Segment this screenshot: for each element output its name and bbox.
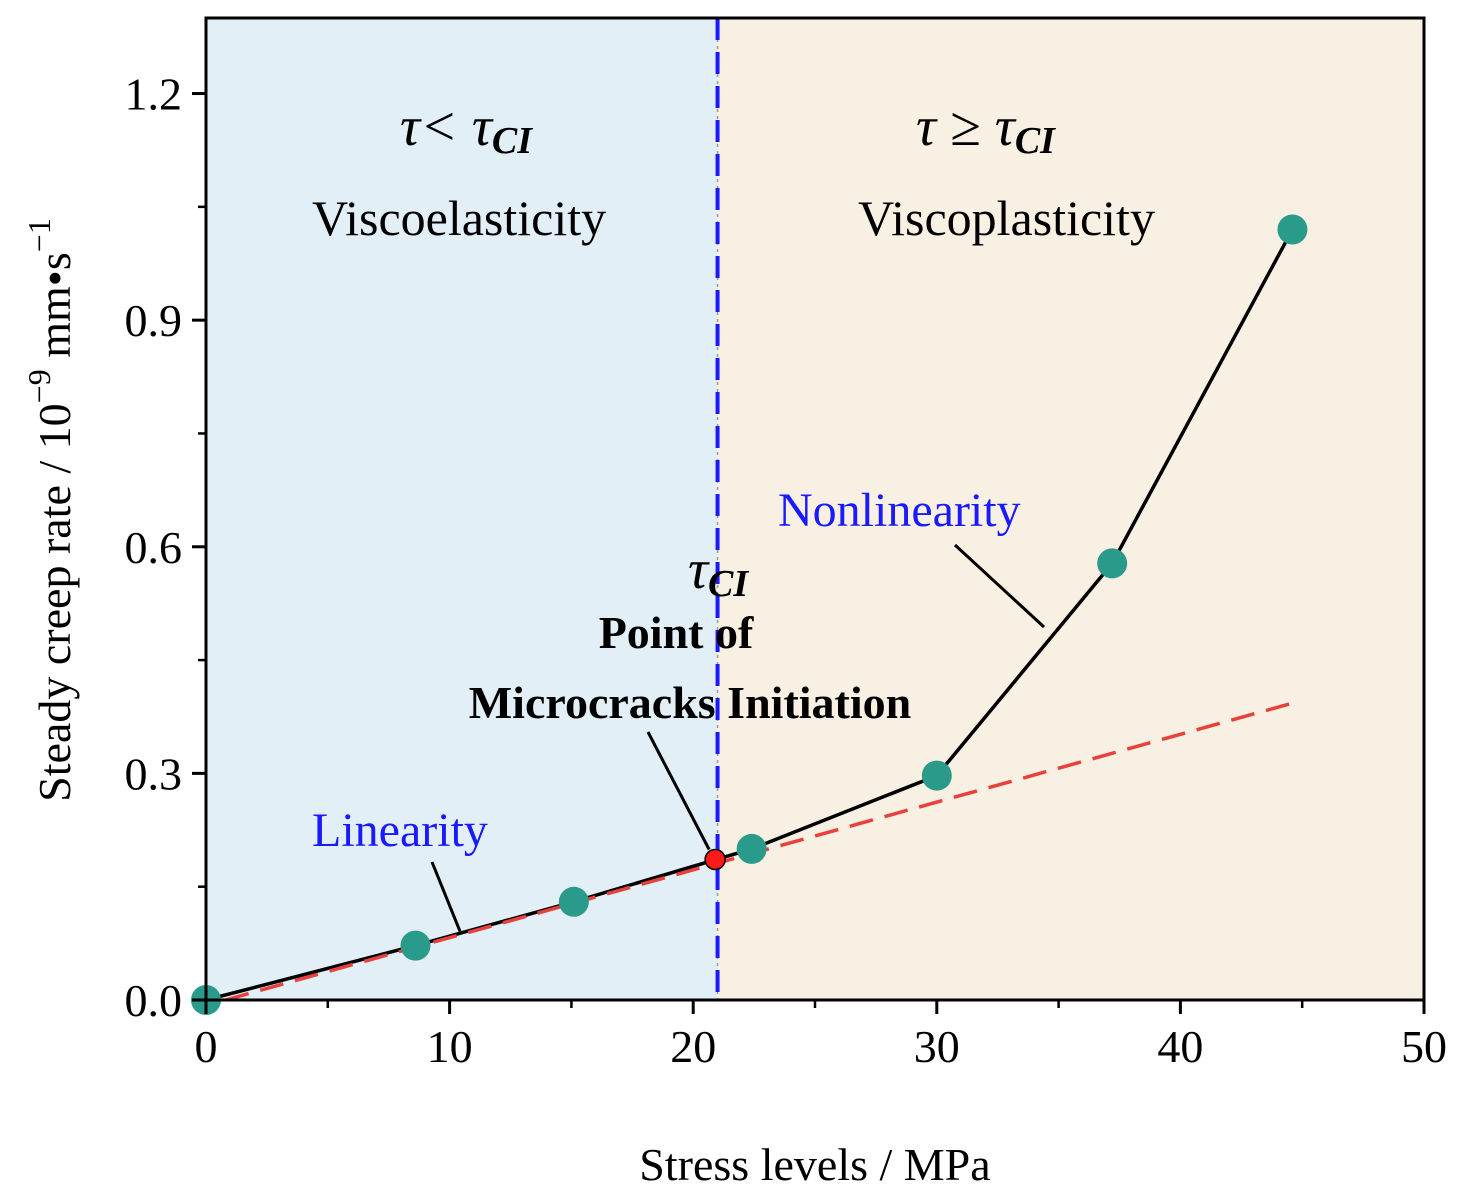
- viscoelasticity-region: [206, 18, 718, 1000]
- nonlinearity-label: Nonlinearity: [778, 484, 1021, 537]
- viscoplasticity-region: [717, 18, 1424, 1000]
- initiation-leader: [646, 731, 711, 851]
- x-tick-label: 10: [427, 1021, 473, 1072]
- linearity-label: Linearity: [312, 804, 488, 857]
- x-tick-label: 40: [1157, 1021, 1203, 1072]
- data-point: [1097, 548, 1128, 579]
- y-tick-label: 1.2: [125, 69, 183, 120]
- x-tick-label: 50: [1401, 1021, 1447, 1072]
- left-tau-label: τ< τCI: [400, 96, 533, 162]
- tau-ci-label: τCI: [688, 539, 749, 605]
- viscoplasticity-label: Viscoplasticity: [858, 190, 1155, 246]
- x-tick-label: 30: [914, 1021, 960, 1072]
- data-point: [736, 833, 767, 864]
- y-tick-label: 0.6: [125, 522, 183, 573]
- data-point: [400, 930, 431, 961]
- y-tick-label: 0.9: [125, 295, 183, 346]
- y-tick-label: 0.0: [125, 975, 183, 1026]
- initiation-point: [704, 848, 726, 871]
- data-point: [921, 760, 952, 791]
- nonlinearity-leader: [953, 543, 1046, 629]
- linearity-leader: [430, 861, 462, 932]
- y-axis-title: Steady creep rate / 10−9 mm•s−1: [21, 218, 80, 802]
- x-tick-label: 0: [195, 1021, 218, 1072]
- data-point: [1277, 214, 1308, 245]
- microcracks-initiation-label: Microcracks Initiation: [469, 677, 911, 728]
- x-axis-title: Stress levels / MPa: [639, 1139, 990, 1190]
- data-point: [558, 886, 589, 917]
- series-layer: [191, 214, 1308, 1015]
- axes: 0 10 20 30 40 50 0.0 0.3 0.6 0.9 1.2: [125, 16, 1447, 1072]
- leader-lines: [430, 543, 1046, 932]
- point-of-label: Point of: [599, 607, 754, 658]
- right-tau-label: τ ≥ τCI: [916, 96, 1056, 162]
- x-tick-label: 20: [670, 1021, 716, 1072]
- y-tick-label: 0.3: [125, 748, 183, 799]
- viscoelasticity-label: Viscoelasticity: [312, 190, 606, 246]
